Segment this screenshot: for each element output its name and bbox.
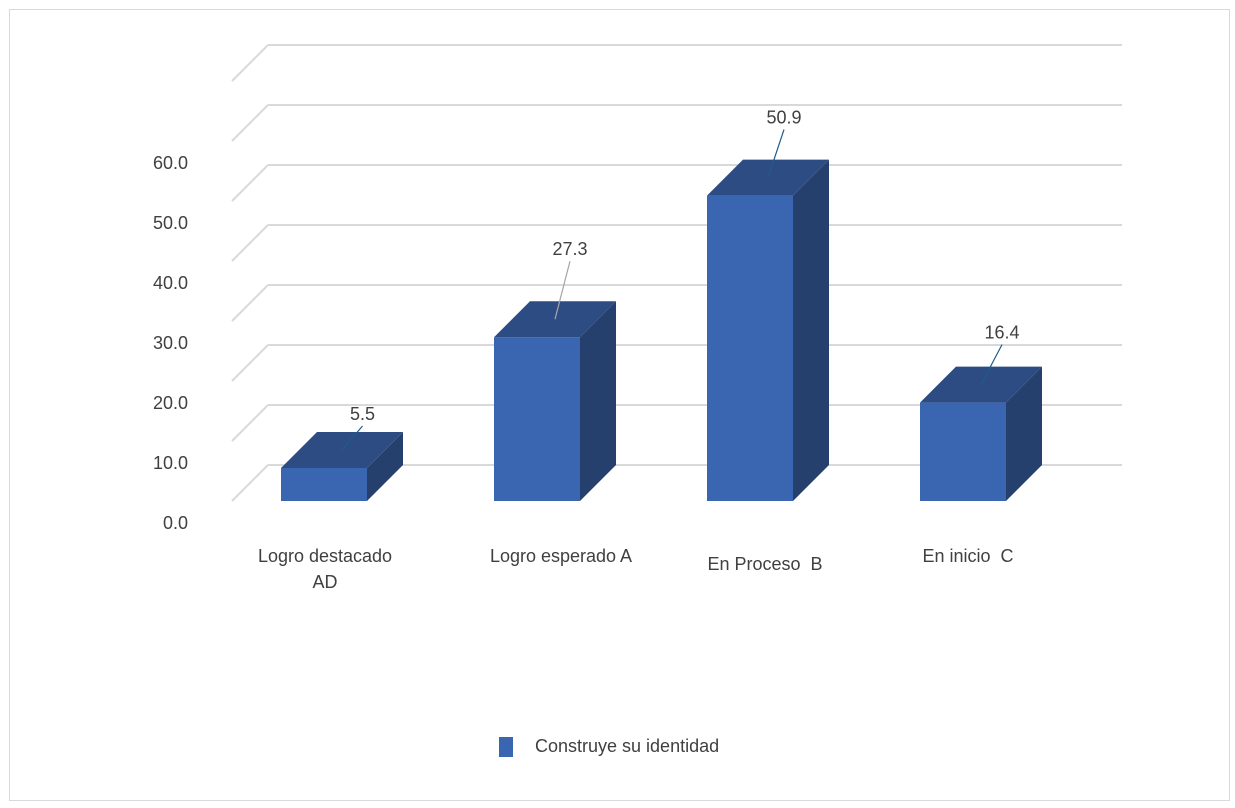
- data-label: 50.9: [766, 108, 801, 128]
- bar-front: [707, 196, 793, 501]
- bar-3: [920, 367, 1042, 501]
- gridline-side: [232, 225, 268, 261]
- bar-front: [494, 337, 580, 501]
- bar-2: [707, 160, 829, 501]
- data-label: 27.3: [552, 239, 587, 259]
- x-category-label: Logro esperado A: [490, 546, 632, 566]
- bar-side: [793, 160, 829, 501]
- bar-1: [494, 301, 616, 501]
- y-tick-label: 10.0: [153, 453, 188, 473]
- gridline-side: [232, 105, 268, 141]
- gridline-side: [232, 165, 268, 201]
- legend-swatch: [499, 737, 513, 757]
- x-category-label: En Proceso B: [707, 554, 822, 574]
- y-tick-label: 60.0: [153, 153, 188, 173]
- y-tick-label: 40.0: [153, 273, 188, 293]
- x-category-label: Logro destacado: [258, 546, 392, 566]
- y-tick-label: 20.0: [153, 393, 188, 413]
- data-label: 5.5: [350, 404, 375, 424]
- y-tick-label: 30.0: [153, 333, 188, 353]
- chart-legend: Construye su identidad: [499, 736, 719, 757]
- gridline-side: [232, 405, 268, 441]
- gridline-side: [232, 345, 268, 381]
- gridline-side: [232, 285, 268, 321]
- gridline-side: [232, 465, 268, 501]
- x-category-label: En inicio C: [922, 546, 1013, 566]
- x-category-label: AD: [312, 572, 337, 592]
- bar-front: [920, 403, 1006, 501]
- gridline-side: [232, 45, 268, 81]
- legend-label: Construye su identidad: [535, 736, 719, 757]
- y-tick-label: 0.0: [163, 513, 188, 533]
- bar-front: [281, 468, 367, 501]
- data-label: 16.4: [984, 323, 1019, 343]
- bar-0: [281, 432, 403, 501]
- y-tick-label: 50.0: [153, 213, 188, 233]
